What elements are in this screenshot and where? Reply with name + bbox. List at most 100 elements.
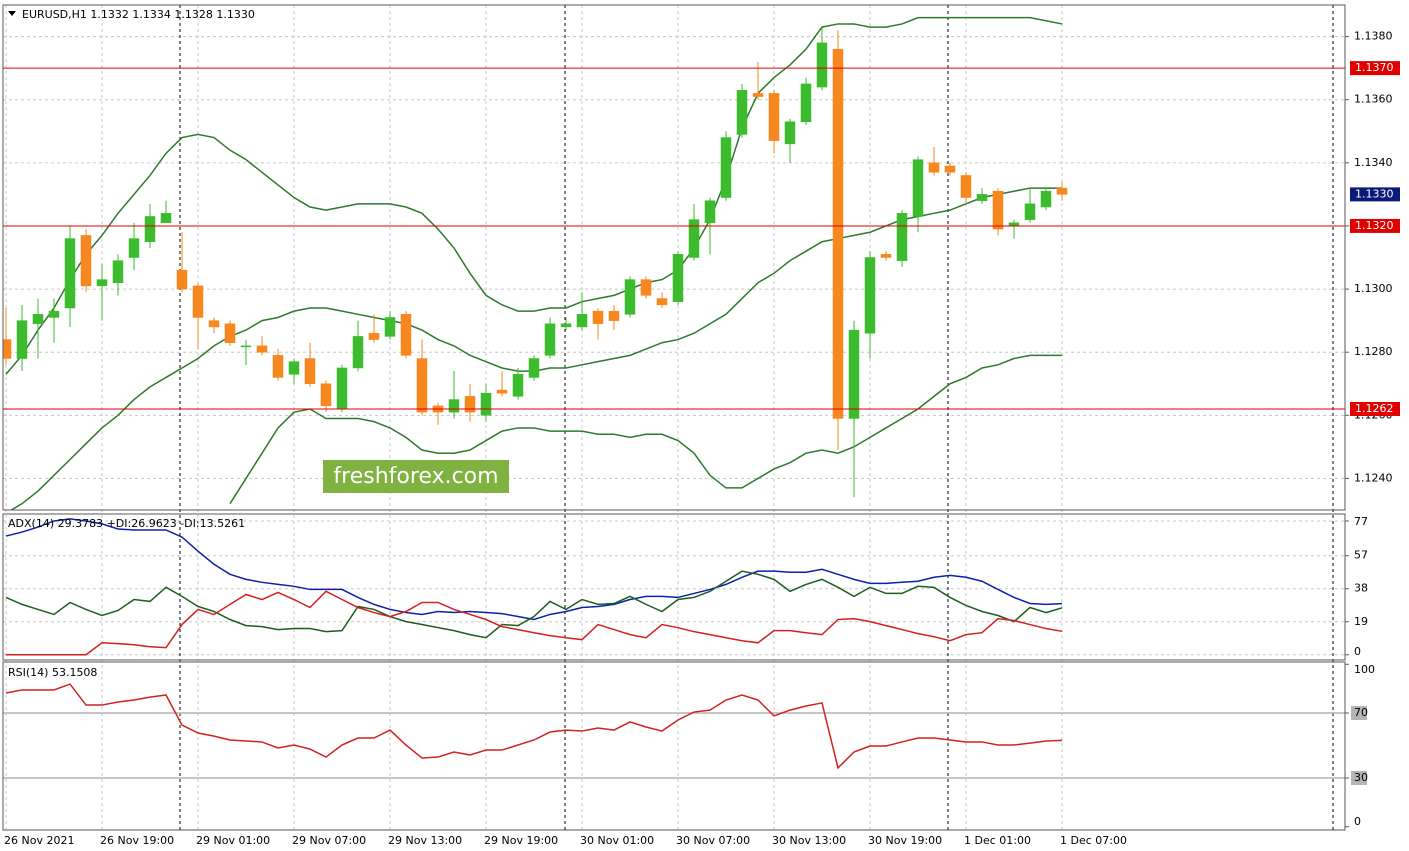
bollinger-band (229, 354, 1062, 505)
candle-body (560, 323, 572, 328)
candle-body (272, 355, 284, 378)
y-tick-label: 1.1360 (1354, 93, 1393, 106)
panel-frame (2, 661, 1346, 831)
level-tag (1350, 218, 1400, 233)
candle-body (880, 254, 892, 258)
level-tag-label: 1.1370 (1355, 61, 1394, 74)
candle-body (448, 399, 460, 413)
x-tick-label: 29 Nov 13:00 (388, 834, 462, 847)
candle-body (352, 336, 364, 369)
x-tick-label: 1 Dec 01:00 (964, 834, 1031, 847)
level-tick-box (1351, 706, 1367, 721)
axes-layer: 26 Nov 2021 26 Nov 19:00 29 Nov 01:00 29 No… (4, 30, 1400, 847)
y-tick-label: 1.1300 (1354, 282, 1393, 295)
candle-body (816, 42, 828, 88)
candle-body (800, 83, 812, 123)
candle-body (3, 339, 12, 359)
y-tick-label: 77 (1354, 515, 1368, 528)
indicator-title: ADX(14) 29.3783 +DI:26.9623 -DI:13.5261 (8, 517, 245, 530)
level-tick-box (1351, 771, 1367, 786)
candle-body (1040, 190, 1052, 208)
watermark: freshforex.com (333, 464, 498, 489)
x-tick-label: 29 Nov 19:00 (484, 834, 558, 847)
panel-frame (2, 513, 1346, 661)
x-tick-label: 26 Nov 19:00 (100, 834, 174, 847)
candle-body (128, 238, 140, 258)
candle-body (496, 389, 508, 394)
candle-body (288, 361, 300, 375)
x-tick-label: 29 Nov 07:00 (292, 834, 366, 847)
candle-body (640, 279, 652, 296)
rsi-panel (3, 683, 1345, 779)
candle-body (592, 310, 604, 325)
candle-body (912, 159, 924, 217)
x-tick-label: 26 Nov 2021 (4, 834, 74, 847)
candle-body (48, 310, 60, 318)
candle-body (1024, 203, 1036, 220)
y-tick-label: 19 (1354, 615, 1368, 628)
candle-body (224, 323, 236, 343)
candle-body (1056, 187, 1068, 195)
bollinger-band (5, 16, 1063, 375)
candle-body (464, 396, 476, 413)
candle-body (176, 269, 188, 290)
candle-body (384, 317, 396, 337)
level-tag (1350, 61, 1400, 76)
last-price-tag (1350, 187, 1400, 202)
candle-body (144, 216, 156, 242)
candle-body (160, 213, 172, 224)
indicator-line (5, 570, 1063, 639)
menu-triangle (8, 11, 16, 16)
candle-body (720, 137, 732, 198)
x-tick-label: 30 Nov 13:00 (772, 834, 846, 847)
candle-body (32, 314, 44, 325)
candle-body (112, 260, 124, 283)
candle-body (752, 93, 764, 97)
candle-body (336, 367, 348, 410)
candle-body (320, 383, 332, 407)
watermark-box (323, 460, 509, 493)
last-price-label: 1.1330 (1355, 187, 1394, 200)
y-tick-label: 1.1280 (1354, 345, 1393, 358)
level-tag (1350, 402, 1400, 416)
candle-body (400, 314, 412, 356)
candle-body (544, 323, 556, 356)
candle-body (736, 89, 748, 135)
candle-body (784, 121, 796, 145)
y-tick-label: 0 (1354, 645, 1361, 658)
panel-frame (2, 4, 1346, 511)
candle-body (656, 298, 668, 306)
candle-body (992, 190, 1004, 230)
x-tick-label: 30 Nov 01:00 (580, 834, 654, 847)
y-tick-label: 70 (1354, 706, 1368, 719)
candle-body (192, 285, 204, 318)
candle-body (704, 200, 716, 224)
indicator-line (6, 590, 1063, 656)
candle-body (80, 235, 92, 287)
y-tick-label: 1.1240 (1354, 471, 1393, 484)
candle-body (368, 333, 380, 340)
indicator-line (5, 518, 1063, 621)
chart-title: EURUSD,H1 1.1332 1.1334 1.1328 1.1330 (22, 8, 255, 21)
x-tick-label: 1 Dec 07:00 (1060, 834, 1127, 847)
candle-body (528, 358, 540, 378)
candle-body (416, 358, 428, 413)
candle-body (608, 310, 620, 321)
candle-body (16, 320, 28, 359)
candle-body (304, 358, 316, 384)
y-tick-label: 1.1340 (1354, 156, 1393, 169)
candle-body (480, 392, 492, 416)
candle-body (240, 345, 252, 348)
y-tick-label: 57 (1354, 549, 1368, 562)
y-tick-label: 100 (1354, 663, 1375, 676)
level-tag-label: 1.1262 (1355, 402, 1394, 415)
candle-body (256, 345, 268, 353)
x-tick-label: 29 Nov 01:00 (196, 834, 270, 847)
y-tick-label: 38 (1354, 582, 1368, 595)
x-tick-label: 30 Nov 07:00 (676, 834, 750, 847)
indicator-title: RSI(14) 53.1508 (8, 666, 97, 679)
candle-body (576, 314, 588, 328)
y-tick-label: 1.1380 (1354, 30, 1393, 43)
